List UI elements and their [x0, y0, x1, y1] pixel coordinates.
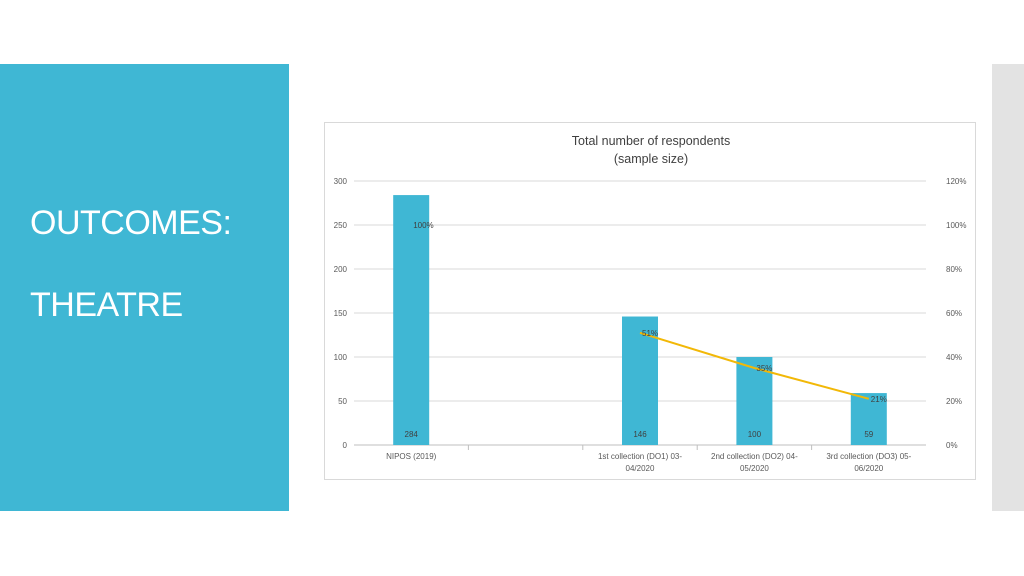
y-right-tick-label: 20% [946, 397, 962, 406]
y-right-tick-label: 60% [946, 309, 962, 318]
x-category-label: 05/2020 [740, 464, 769, 473]
x-category-label: 2nd collection (DO2) 04- [711, 452, 798, 461]
y-right-tick-label: 100% [946, 221, 966, 230]
slide-title-outcomes: OUTCOMES: [30, 204, 232, 242]
x-category-label: 3rd collection (DO3) 05- [826, 452, 911, 461]
y-right-tick-label: 0% [946, 441, 958, 450]
bar-data-label: 100 [748, 430, 762, 439]
bar [850, 393, 887, 445]
bar-data-label: 59 [864, 430, 873, 439]
y-right-tick-label: 80% [946, 265, 962, 274]
y-left-tick-label: 300 [334, 177, 348, 186]
x-category-label: 04/2020 [626, 464, 655, 473]
chart-title-line2: (sample size) [614, 152, 688, 166]
y-left-tick-label: 250 [334, 221, 348, 230]
line-data-label: 35% [756, 364, 772, 373]
y-left-tick-label: 150 [334, 309, 348, 318]
line-data-label: 100% [413, 221, 433, 230]
line-data-label: 21% [871, 395, 887, 404]
y-left-tick-label: 50 [338, 397, 347, 406]
y-left-tick-label: 100 [334, 353, 348, 362]
x-category-label: NIPOS (2019) [386, 452, 437, 461]
y-right-tick-label: 40% [946, 353, 962, 362]
chart-container: Total number of respondents (sample size… [324, 122, 976, 480]
bar [393, 195, 430, 445]
bar-data-label: 146 [633, 430, 647, 439]
y-right-tick-label: 120% [946, 177, 966, 186]
x-category-label: 06/2020 [854, 464, 883, 473]
y-left-tick-label: 200 [334, 265, 348, 274]
respondents-chart: Total number of respondents (sample size… [334, 134, 967, 473]
title-panel: OUTCOMES: THEATRE [0, 64, 289, 511]
bar [622, 316, 658, 445]
line-data-label: 51% [642, 329, 658, 338]
bar-data-label: 284 [405, 430, 419, 439]
percentage-line [639, 331, 870, 400]
slide-title-theatre: THEATRE [30, 286, 183, 324]
y-left-tick-label: 0 [343, 441, 348, 450]
right-edge-strip [992, 64, 1024, 511]
x-category-label: 1st collection (DO1) 03- [598, 452, 682, 461]
chart-title-line1: Total number of respondents [572, 134, 730, 148]
